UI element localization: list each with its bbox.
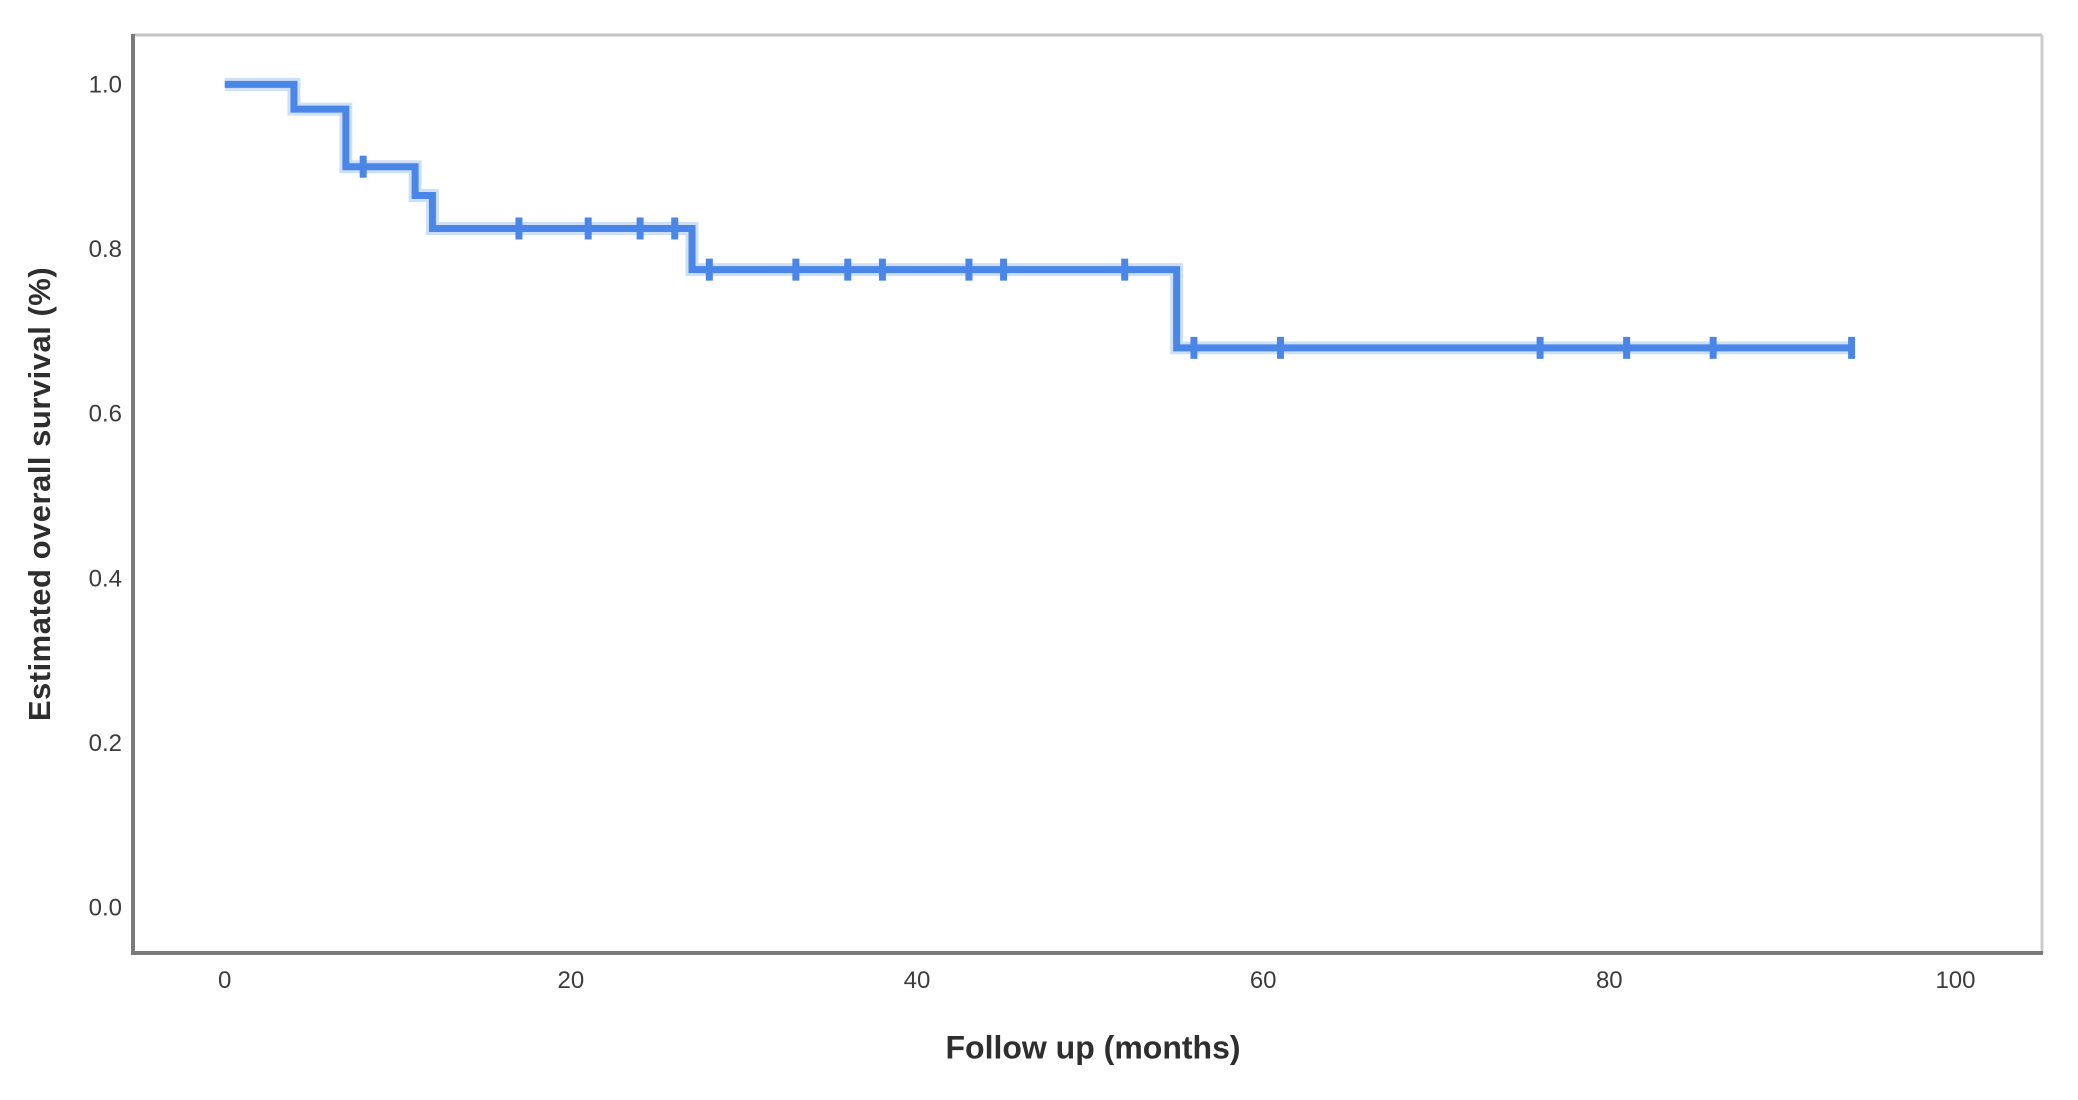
x-tick-label: 40: [904, 967, 931, 994]
x-tick-label: 100: [1935, 967, 1975, 994]
y-tick-label: 0.8: [89, 236, 122, 263]
y-tick-label: 0.0: [89, 895, 122, 922]
y-tick-label: 0.2: [89, 730, 122, 757]
x-tick-label: 80: [1596, 967, 1623, 994]
survival-curve: [224, 80, 1852, 352]
y-tick-label: 0.6: [89, 401, 122, 428]
x-tick-label: 20: [558, 967, 585, 994]
x-axis-title: Follow up (months): [945, 1029, 1241, 1066]
x-tick-label: 0: [218, 967, 231, 994]
y-axis-title: Estimated overall survival (%): [22, 266, 57, 722]
survival-curve-halo: [224, 77, 1852, 355]
y-tick-label: 0.4: [89, 565, 122, 592]
x-tick-label: 60: [1250, 967, 1277, 994]
y-tick-label: 1.0: [89, 71, 122, 98]
